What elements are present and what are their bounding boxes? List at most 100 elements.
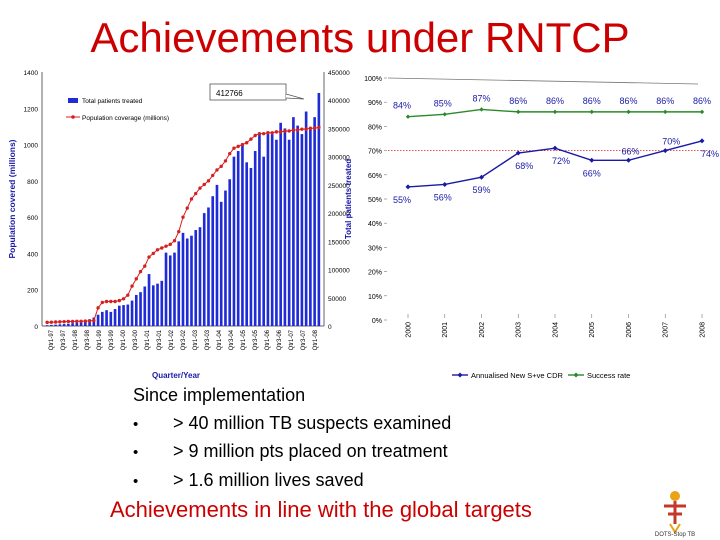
patients-bar <box>300 134 304 326</box>
cdr-point <box>626 157 631 163</box>
population-point <box>228 151 232 156</box>
population-point <box>100 300 105 305</box>
population-point <box>96 306 100 310</box>
population-point <box>232 146 236 150</box>
patients-bar <box>117 305 121 326</box>
cdr-point <box>662 148 668 154</box>
x-tick-label: Qtr1-03 <box>193 329 199 350</box>
x-tick-label: 2008 <box>699 322 706 338</box>
population-point <box>300 127 304 131</box>
patients-bar <box>67 323 70 326</box>
population-point <box>198 186 202 190</box>
patients-bar <box>258 134 261 326</box>
success-point <box>589 109 594 115</box>
population-point <box>295 128 300 132</box>
population-point <box>278 130 283 134</box>
population-point <box>312 126 317 130</box>
patients-bar <box>270 134 274 326</box>
data-label: 59% <box>472 185 490 195</box>
right-tick-label: 200000 <box>328 211 350 218</box>
dots-stop-tb-logo: DOTS-Stop TB <box>655 491 695 538</box>
patients-coverage-chart: 0 200 400 600 800 1000 1200 1400 0 50000 100000 150… <box>7 70 353 380</box>
population-point <box>274 130 279 134</box>
population-point <box>219 164 223 169</box>
legend-marker-success <box>573 372 579 378</box>
y-tick-label: 100% <box>364 76 382 83</box>
population-point <box>185 206 189 210</box>
cdr-point <box>442 181 448 187</box>
population-point <box>147 255 151 259</box>
x-tick-label: Qtr1-98 <box>73 329 79 350</box>
patients-bar <box>45 325 49 326</box>
data-label: 84% <box>393 101 411 111</box>
patients-bar <box>283 128 287 326</box>
bullet-marker: • <box>133 444 139 461</box>
patients-bar <box>207 207 210 326</box>
population-point <box>75 319 79 323</box>
data-label: 55% <box>393 195 411 205</box>
x-tick-label: 2003 <box>516 322 523 338</box>
x-tick-label: Qtr1-06 <box>265 329 271 350</box>
population-point <box>317 125 321 130</box>
population-point <box>45 320 49 325</box>
bullet-item: • > 40 million TB suspects examined <box>133 410 451 439</box>
patients-bar <box>309 128 312 326</box>
data-label: 68% <box>515 161 533 171</box>
callout-box <box>209 83 287 101</box>
population-point <box>244 141 249 145</box>
success-point <box>699 109 705 115</box>
x-tick-label: Qtr1-05 <box>241 329 247 350</box>
population-point <box>261 131 266 136</box>
left-tick-label: 800 <box>27 179 38 186</box>
right-tick-label: 50000 <box>328 296 346 303</box>
x-tick-label: Qtr1-01 <box>145 329 151 350</box>
population-point <box>109 299 113 304</box>
cdr-point <box>515 150 521 156</box>
x-tick-label: Qtr3-07 <box>301 329 307 350</box>
patients-bar <box>126 304 130 326</box>
patients-bar <box>317 93 321 326</box>
y-tick-label: 30% <box>368 245 382 252</box>
cdr-point <box>405 184 411 190</box>
x-tick-label: Qtr3-05 <box>253 329 259 350</box>
y-tick-label: 0% <box>372 318 382 325</box>
data-label: 74% <box>701 149 719 159</box>
patients-bar <box>194 230 198 326</box>
patients-bar <box>279 122 282 326</box>
patients-bar <box>236 151 240 326</box>
patients-bar <box>50 324 53 326</box>
patients-bar <box>177 241 181 326</box>
y-tick-label: 50% <box>368 197 382 204</box>
x-tick-label: 2006 <box>626 322 633 338</box>
data-label: 86% <box>583 96 601 106</box>
x-tick-label: Qtr3-97 <box>61 329 67 350</box>
y-tick-label: 90% <box>368 100 382 107</box>
population-point <box>113 299 117 304</box>
x-tick-label: 2000 <box>405 322 412 338</box>
patients-bar <box>139 292 142 326</box>
callout-label: 412766 <box>216 89 243 98</box>
right-tick-label: 100000 <box>328 268 350 275</box>
data-label: 86% <box>656 96 674 106</box>
patients-bar <box>101 311 104 326</box>
data-label: 66% <box>621 146 639 156</box>
legend-marker-population <box>71 115 75 119</box>
patients-bar <box>228 179 232 326</box>
legend-marker-cdr <box>457 372 463 378</box>
patients-bar <box>143 286 147 326</box>
success-point <box>626 109 631 115</box>
bullet-marker: • <box>133 472 139 490</box>
data-label: 86% <box>546 96 564 106</box>
population-point <box>249 137 253 141</box>
patients-bar <box>287 139 291 326</box>
patients-bar <box>211 196 215 326</box>
x-tick-label: 2002 <box>479 322 486 338</box>
x-tick-label: Qtr3-99 <box>109 329 115 350</box>
left-axis-title: Population covered (millions) <box>7 139 17 258</box>
x-tick-label: Qtr3-00 <box>133 329 139 350</box>
population-point <box>215 168 219 172</box>
population-point <box>283 129 287 133</box>
patients-bar <box>266 131 270 326</box>
patients-bar <box>253 151 257 326</box>
patients-bar <box>219 201 223 326</box>
